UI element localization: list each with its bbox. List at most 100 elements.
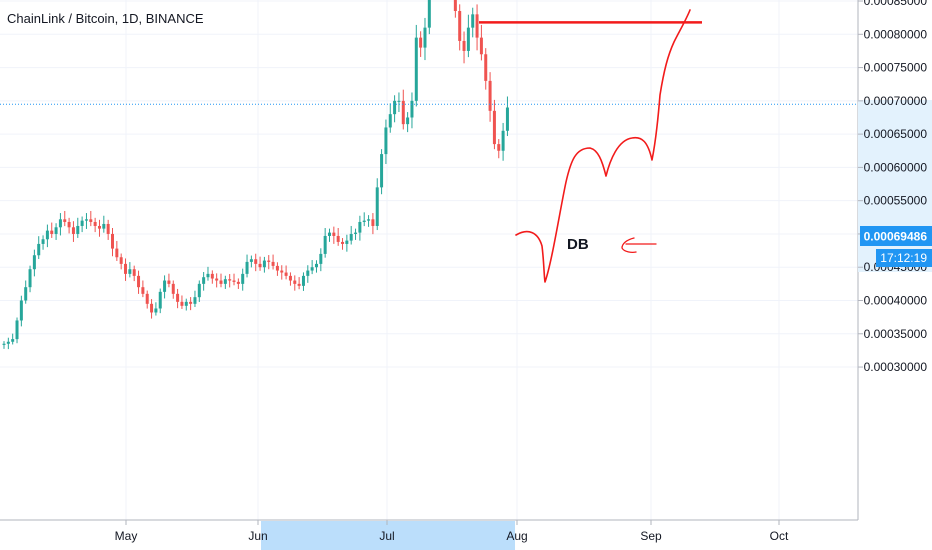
candle-body: [111, 233, 114, 249]
candle-body: [297, 283, 301, 286]
candle-body: [76, 225, 80, 234]
time-range-highlight: [261, 521, 515, 550]
candle-body: [471, 14, 475, 28]
candle-body: [401, 100, 405, 125]
xtick-label: Jun: [248, 529, 267, 543]
candle-body: [319, 253, 323, 264]
candle-body: [380, 154, 384, 188]
ytick-label: 0.00065000: [864, 127, 928, 141]
candle-body: [150, 303, 154, 313]
candle-body: [50, 230, 54, 234]
candle-body: [497, 144, 501, 151]
xtick-label: Aug: [506, 529, 527, 543]
candle-body: [284, 272, 288, 276]
ytick-label: 0.00070000: [864, 94, 928, 108]
candles: [2, 0, 509, 350]
candle-body: [141, 287, 145, 294]
candle-body: [301, 275, 305, 286]
candle-body: [171, 283, 175, 294]
candle-body: [249, 259, 253, 262]
candle-body: [215, 278, 219, 281]
candle-body: [466, 27, 470, 51]
candle-body: [462, 40, 466, 51]
candle-body: [323, 235, 327, 254]
xtick-label: May: [115, 529, 138, 543]
candle-body: [15, 320, 19, 340]
candle-body: [84, 219, 88, 221]
candle-body: [458, 11, 462, 41]
candle-body: [106, 223, 110, 234]
candle-body: [267, 260, 271, 262]
candle-body: [41, 239, 45, 244]
candle-body: [367, 219, 371, 221]
candle-body: [254, 259, 258, 264]
candle-body: [419, 37, 423, 48]
candle-body: [219, 280, 223, 284]
candle-body: [189, 301, 193, 304]
candle-body: [505, 107, 509, 131]
candle-body: [241, 273, 245, 284]
candle-body: [397, 100, 401, 102]
candle-body: [67, 221, 71, 228]
candle-body: [475, 14, 479, 38]
candle-body: [406, 117, 410, 125]
candle-body: [97, 225, 101, 229]
candle-body: [184, 301, 188, 306]
chart-title: ChainLink / Bitcoin, 1D, BINANCE: [7, 11, 204, 26]
candle-body: [119, 257, 123, 264]
candle-body: [206, 273, 210, 278]
candle-body: [275, 265, 279, 271]
candle-body: [223, 279, 227, 284]
candle-body: [262, 260, 266, 268]
candle-body: [375, 187, 379, 226]
candle-body: [328, 232, 331, 236]
candle-body: [128, 269, 132, 274]
projection-path[interactable]: [515, 9, 691, 283]
candle-body: [314, 263, 318, 268]
candle-body: [236, 281, 240, 284]
last-price-label: 0.00069486: [864, 230, 928, 244]
time-axis[interactable]: [0, 519, 932, 550]
candle-body: [423, 27, 427, 48]
candle-body: [288, 275, 292, 281]
candle-body: [80, 220, 84, 226]
countdown-label: 17:12:19: [880, 251, 927, 265]
arrow-annotation[interactable]: [621, 237, 657, 254]
ytick-label: 0.00055000: [864, 194, 928, 208]
candle-body: [2, 343, 6, 345]
candle-body: [167, 280, 171, 284]
ytick-label: 0.00030000: [864, 360, 928, 374]
candle-body: [11, 339, 15, 342]
candle-body: [180, 301, 184, 306]
candle-body: [124, 263, 128, 274]
xtick-label: Jul: [379, 529, 394, 543]
candle-body: [93, 221, 97, 226]
candle-body: [154, 308, 158, 313]
candle-body: [393, 100, 397, 115]
ytick-label: 0.00080000: [864, 27, 928, 41]
candle-body: [45, 230, 49, 240]
grid-lines: [0, 0, 858, 520]
ytick-label: 0.00085000: [864, 0, 928, 8]
candle-body: [197, 283, 201, 298]
candle-body: [137, 275, 141, 288]
candle-body: [37, 243, 41, 256]
candle-body: [492, 110, 496, 145]
candle-body: [145, 293, 149, 304]
candle-body: [341, 241, 345, 244]
db-annotation: DB: [567, 236, 589, 253]
last-price-marker: 0.00069486 17:12:19: [860, 226, 932, 267]
candle-body: [362, 220, 366, 222]
candle-body: [176, 293, 180, 302]
candle-body: [245, 261, 249, 274]
candle-body: [54, 227, 58, 234]
candle-body: [193, 297, 197, 304]
drawings: [0, 9, 858, 283]
xtick-label: Sep: [640, 529, 662, 543]
candle-body: [32, 255, 36, 270]
candle-body: [19, 300, 23, 321]
candle-body: [271, 261, 275, 266]
candle-body: [488, 80, 492, 111]
xtick-label: Oct: [770, 529, 789, 543]
